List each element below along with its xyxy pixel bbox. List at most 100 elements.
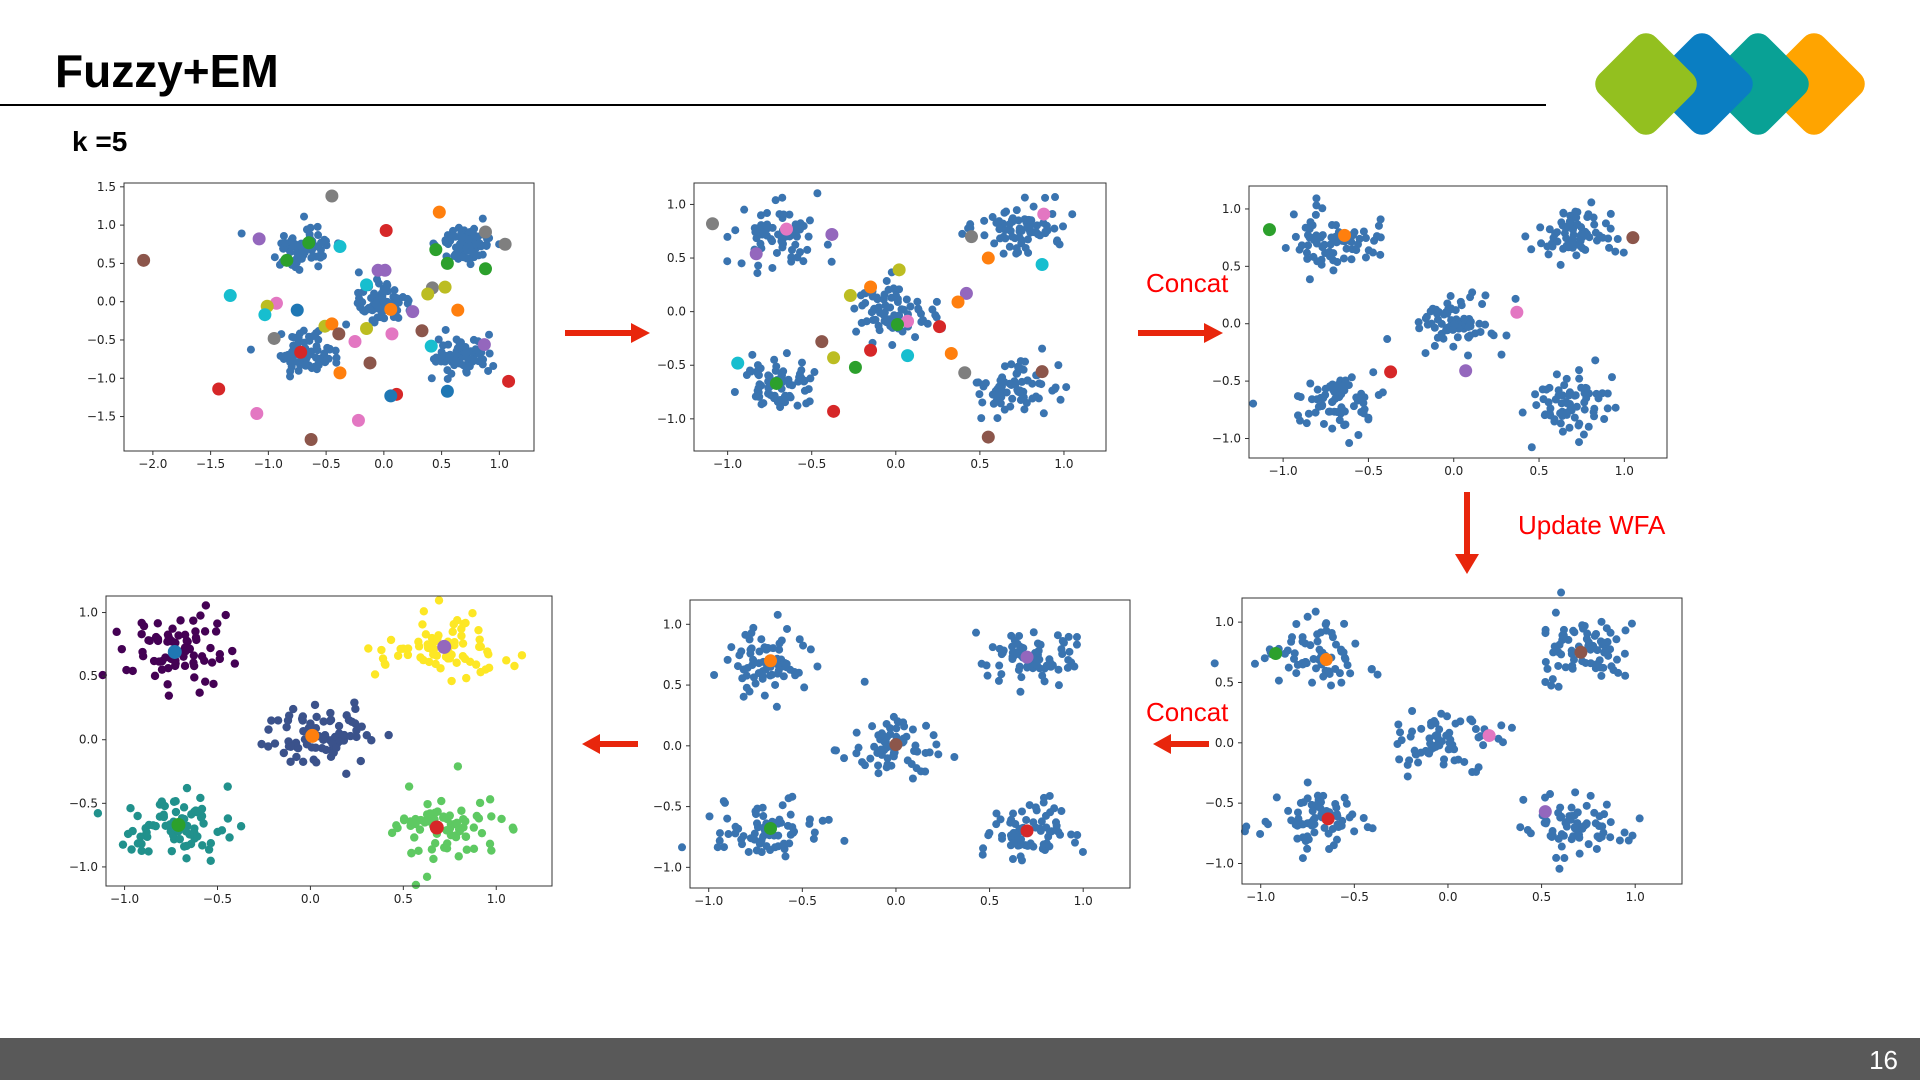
data-point bbox=[201, 601, 211, 610]
data-point bbox=[439, 341, 448, 350]
data-point bbox=[196, 793, 205, 803]
data-point bbox=[460, 654, 470, 664]
data-point bbox=[793, 253, 802, 262]
data-point bbox=[1022, 815, 1031, 824]
data-point bbox=[346, 731, 355, 741]
data-point bbox=[309, 755, 318, 764]
data-point bbox=[738, 674, 747, 683]
centroid-marker bbox=[1384, 365, 1398, 379]
data-point bbox=[895, 311, 904, 320]
data-point bbox=[223, 814, 233, 823]
data-point bbox=[1572, 251, 1581, 260]
concat-label-bottom: Concat bbox=[1146, 697, 1229, 727]
data-point bbox=[297, 254, 306, 263]
data-point bbox=[1329, 266, 1338, 275]
centroid-marker bbox=[890, 318, 904, 332]
data-point bbox=[1580, 398, 1589, 407]
data-point bbox=[1395, 755, 1404, 764]
data-point bbox=[447, 676, 456, 686]
data-point bbox=[805, 819, 814, 828]
data-point bbox=[1210, 659, 1219, 668]
data-point bbox=[1319, 419, 1328, 428]
data-point bbox=[1450, 320, 1459, 329]
data-point bbox=[921, 748, 930, 757]
data-point bbox=[1620, 649, 1629, 658]
data-point bbox=[326, 708, 335, 718]
data-point bbox=[213, 619, 222, 628]
data-point bbox=[1612, 655, 1621, 664]
data-point bbox=[200, 677, 210, 686]
y-tick-label: 0.5 bbox=[663, 678, 682, 692]
data-point bbox=[995, 388, 1004, 397]
data-point bbox=[128, 666, 137, 676]
data-point bbox=[874, 303, 883, 312]
data-point bbox=[441, 325, 450, 334]
data-point bbox=[1051, 818, 1060, 827]
data-point bbox=[301, 361, 310, 370]
data-point bbox=[1607, 373, 1616, 382]
data-point bbox=[1498, 738, 1507, 747]
y-tick-label: 0.5 bbox=[79, 669, 98, 683]
centroid-marker bbox=[779, 222, 793, 236]
data-point bbox=[296, 241, 305, 250]
centroid-marker bbox=[827, 404, 841, 418]
data-point bbox=[1326, 240, 1335, 249]
data-point bbox=[282, 722, 291, 732]
data-point bbox=[1015, 233, 1024, 242]
centroid-marker bbox=[280, 253, 294, 267]
data-point bbox=[393, 651, 403, 660]
data-point bbox=[1408, 727, 1417, 736]
data-point bbox=[459, 814, 468, 824]
data-point bbox=[1396, 728, 1405, 737]
data-point bbox=[988, 643, 997, 652]
data-point bbox=[921, 767, 930, 776]
data-point bbox=[860, 677, 869, 686]
data-point bbox=[739, 832, 748, 841]
data-point bbox=[805, 216, 814, 225]
data-point bbox=[770, 355, 779, 364]
data-point bbox=[1457, 301, 1466, 310]
data-point bbox=[264, 725, 273, 734]
data-point bbox=[1593, 832, 1602, 841]
data-point bbox=[996, 376, 1005, 385]
data-point bbox=[1476, 327, 1485, 336]
data-point bbox=[1041, 229, 1050, 238]
data-point bbox=[179, 842, 189, 851]
data-point bbox=[895, 285, 904, 294]
data-point bbox=[1565, 391, 1574, 400]
data-point bbox=[910, 747, 919, 756]
arrow-right-1-icon bbox=[565, 323, 650, 343]
data-point bbox=[1319, 394, 1328, 403]
data-point bbox=[1584, 422, 1593, 431]
data-point bbox=[1305, 275, 1314, 284]
centroid-marker bbox=[438, 280, 452, 294]
data-point bbox=[932, 297, 941, 306]
data-point bbox=[377, 309, 386, 318]
data-point bbox=[1029, 202, 1038, 211]
data-point bbox=[1559, 831, 1568, 840]
data-point bbox=[1575, 833, 1584, 842]
data-point bbox=[1000, 362, 1009, 371]
data-point bbox=[1394, 720, 1403, 729]
data-point bbox=[978, 850, 987, 859]
data-point bbox=[1297, 241, 1306, 250]
data-point bbox=[377, 645, 386, 655]
data-point bbox=[1568, 661, 1577, 670]
data-point bbox=[742, 370, 751, 379]
data-point bbox=[1312, 231, 1321, 240]
data-point bbox=[314, 231, 323, 240]
data-point bbox=[461, 348, 470, 357]
data-point bbox=[1009, 839, 1018, 848]
data-point bbox=[190, 673, 199, 682]
data-point bbox=[386, 635, 396, 645]
data-point bbox=[462, 673, 471, 683]
data-point bbox=[270, 739, 280, 748]
x-tick-label: 0.5 bbox=[1532, 890, 1551, 904]
data-point bbox=[1427, 718, 1436, 727]
data-point bbox=[1393, 740, 1402, 749]
data-point bbox=[317, 743, 327, 753]
data-point bbox=[300, 212, 309, 221]
data-point bbox=[1570, 823, 1579, 832]
data-point bbox=[917, 317, 926, 326]
data-point bbox=[871, 315, 880, 324]
